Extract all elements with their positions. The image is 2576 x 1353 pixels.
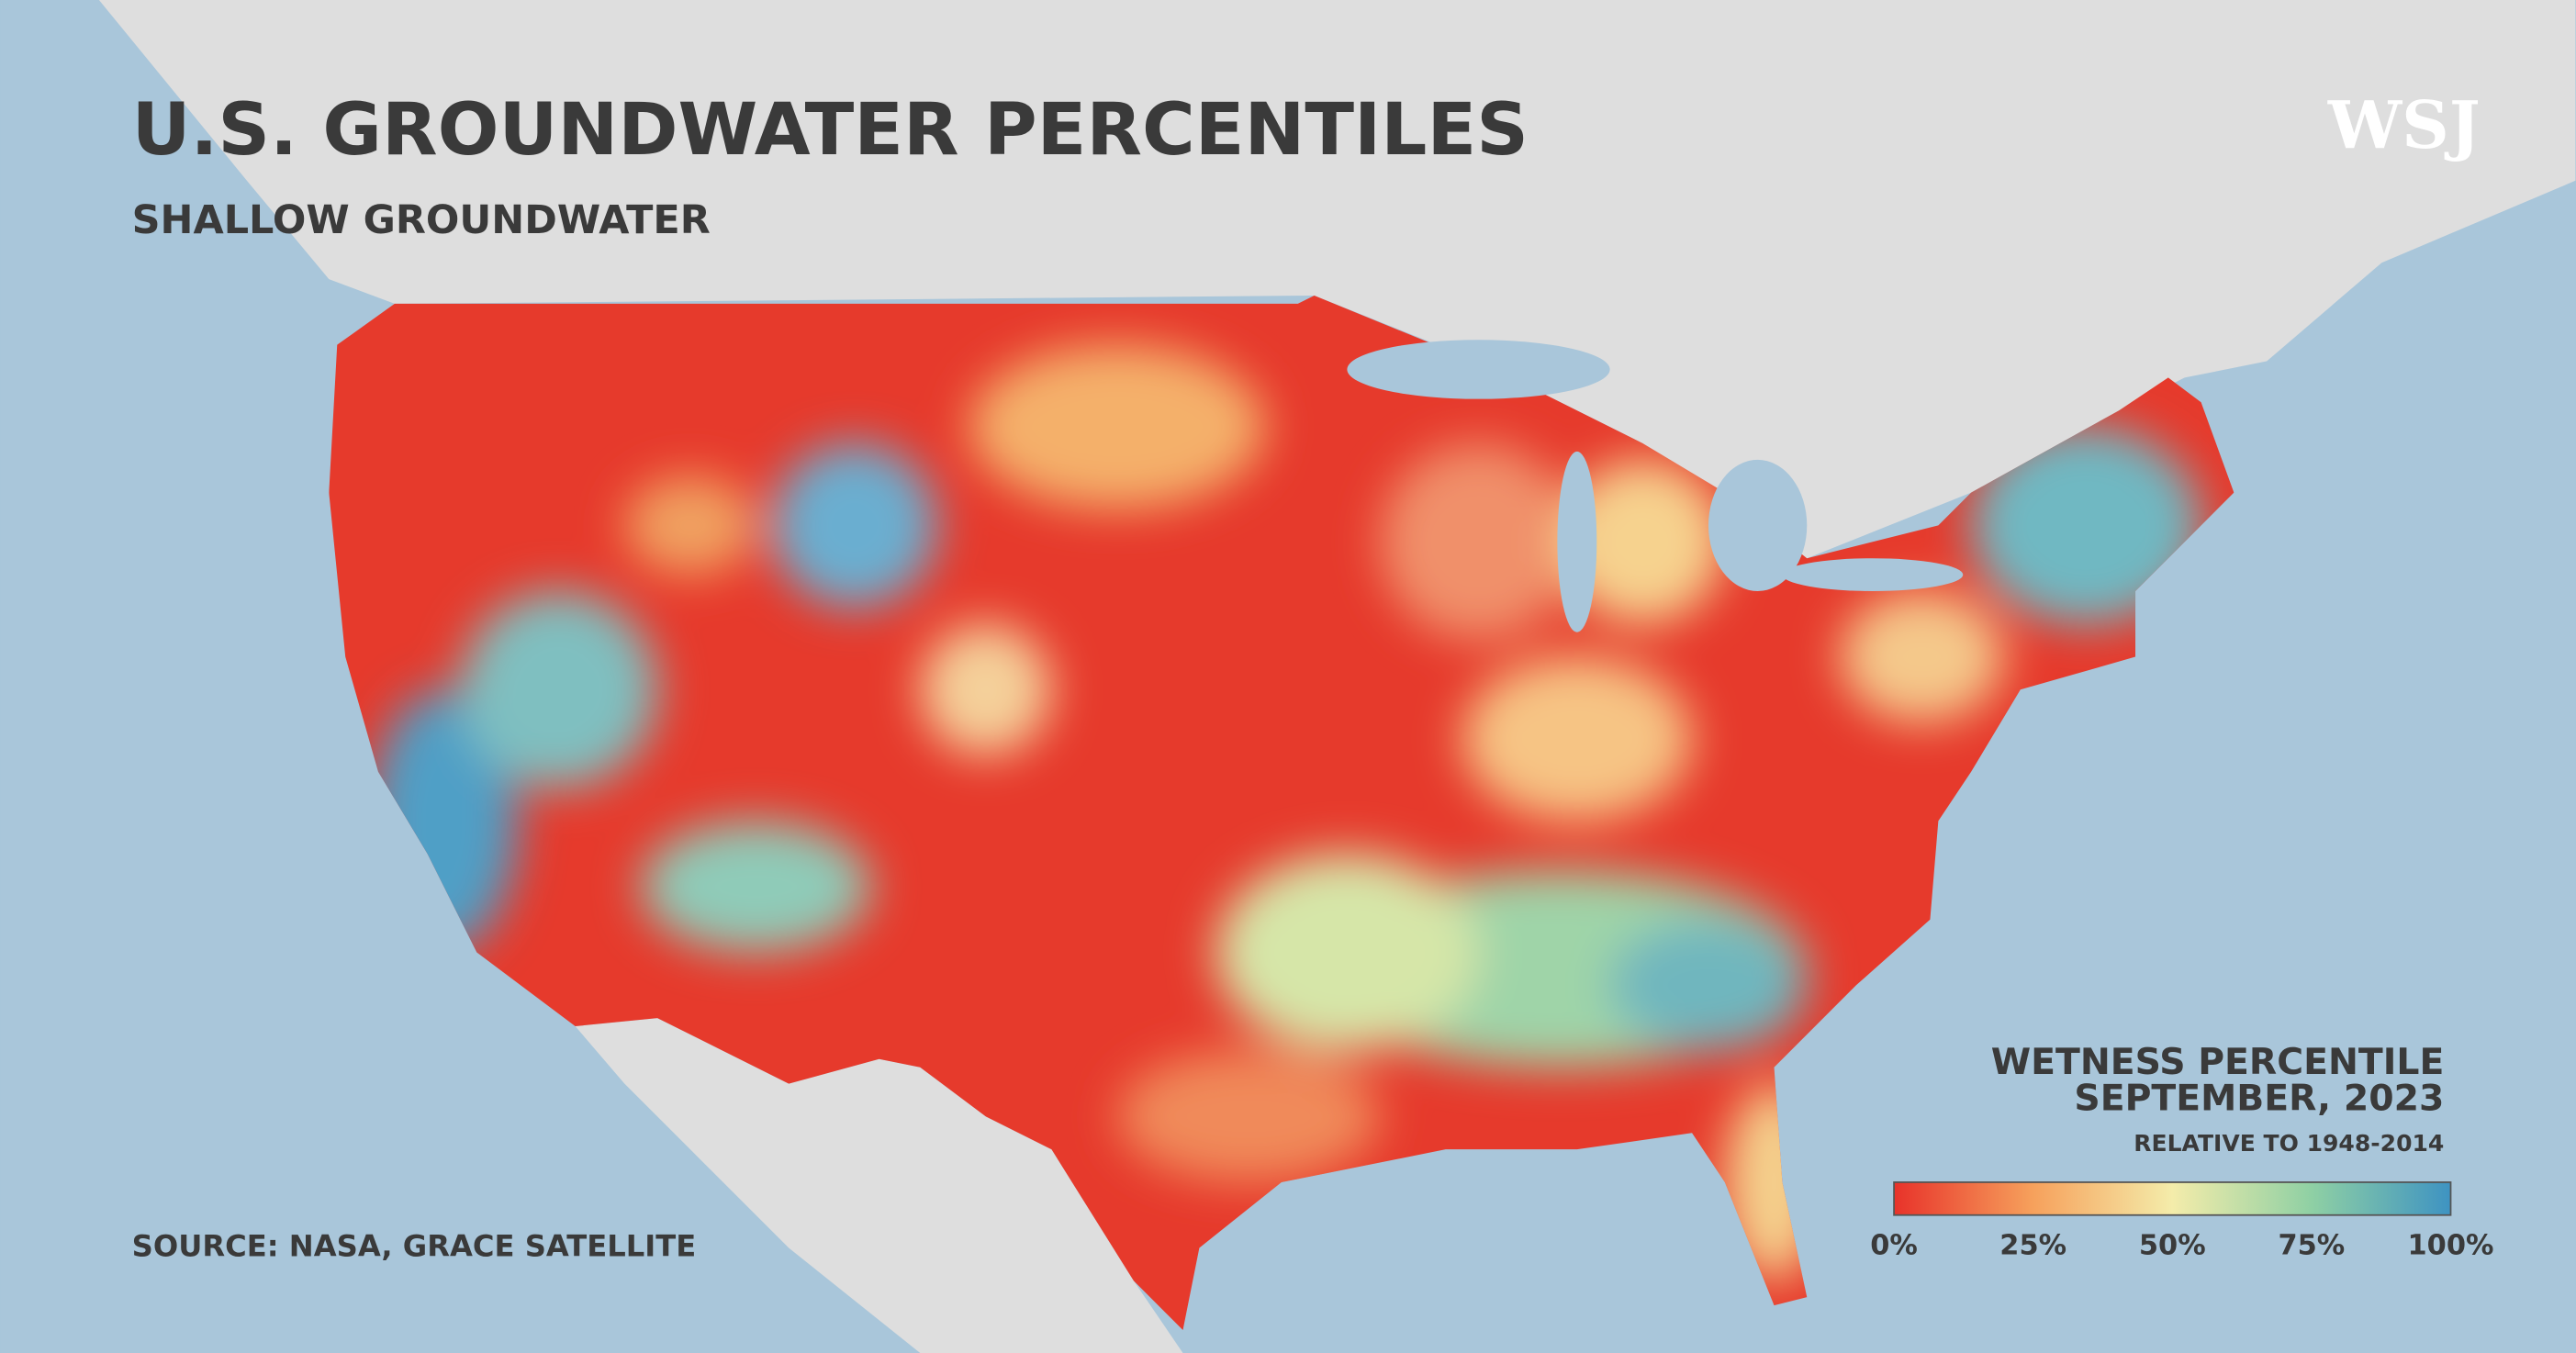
legend-date: SEPTEMBER, 2023 — [2074, 1077, 2444, 1119]
legend-title: WETNESS PERCENTILE — [1991, 1041, 2445, 1083]
legend-tick-label: 50% — [2139, 1230, 2206, 1262]
title: U.S. GROUNDWATER PERCENTILES — [132, 87, 1529, 172]
lake-huron — [1708, 459, 1808, 591]
source: SOURCE: NASA, GRACE SATELLITE — [132, 1228, 697, 1263]
lake-michigan — [1557, 451, 1597, 632]
legend-tick-label: 100% — [2408, 1230, 2494, 1262]
lake-erie — [1782, 558, 1964, 591]
legend-note: RELATIVE TO 1948-2014 — [2134, 1130, 2444, 1157]
mexico — [575, 1018, 1183, 1353]
legend-tick-label: 25% — [1999, 1230, 2066, 1262]
logo: WSJ — [2327, 86, 2481, 163]
legend-tick-label: 75% — [2279, 1230, 2346, 1262]
subtitle: SHALLOW GROUNDWATER — [132, 197, 711, 243]
lake-superior — [1347, 340, 1610, 399]
legend-tick-label: 0% — [1870, 1230, 1918, 1262]
canada — [0, 0, 2576, 559]
legend-scale — [1893, 1181, 2452, 1216]
